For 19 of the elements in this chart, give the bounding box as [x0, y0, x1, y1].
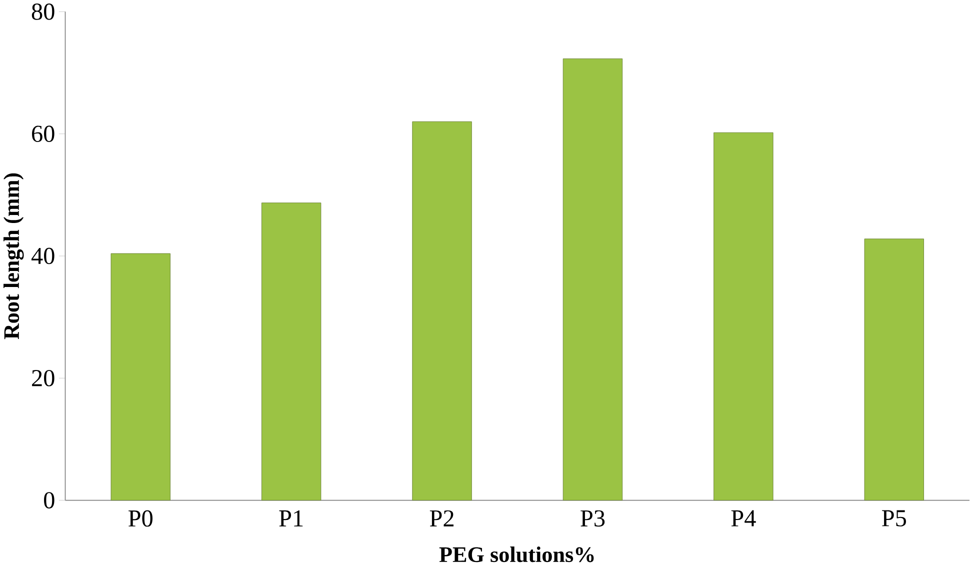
x-axis-title: PEG solutions% [439, 546, 594, 562]
y-tick-label: 40 [31, 248, 54, 264]
bar [864, 238, 924, 501]
bar [562, 58, 623, 501]
y-tick-label: 80 [32, 4, 54, 20]
y-tick-label: 0 [44, 492, 54, 509]
x-tick-label: P2 [430, 510, 454, 527]
x-tick-label: P1 [279, 510, 303, 526]
bar [261, 202, 322, 501]
bar [412, 122, 472, 501]
x-tick-label: P4 [731, 510, 756, 526]
x-tick-label: P3 [580, 510, 605, 527]
y-axis-title: Root length (mm) [4, 174, 24, 340]
y-tick-label: 20 [32, 370, 54, 386]
x-tick-label: P0 [128, 510, 152, 527]
x-tick-label: P5 [882, 510, 906, 527]
y-tick-label: 60 [32, 126, 54, 142]
bar [714, 132, 774, 501]
bar [110, 253, 170, 501]
